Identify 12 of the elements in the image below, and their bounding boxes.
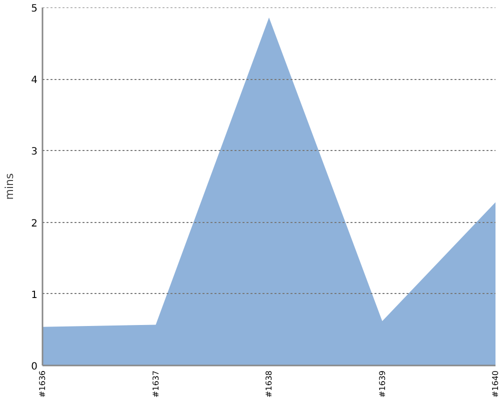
y-tick-label: 2 [31, 218, 38, 230]
y-tick-label: 5 [31, 4, 38, 14]
y-tick-label: 3 [31, 146, 38, 158]
x-tick-label: #1637 [151, 370, 160, 398]
y-tick-label: 0 [31, 362, 38, 372]
y-tick-label: 4 [31, 75, 38, 86]
x-tick-label: #1639 [378, 370, 387, 398]
x-tick-label: #1640 [491, 370, 500, 398]
x-tick-label: #1636 [38, 370, 47, 398]
y-axis-title: mins [3, 172, 16, 200]
y-tick-label: 1 [31, 290, 38, 301]
x-tick-label: #1638 [264, 370, 274, 398]
